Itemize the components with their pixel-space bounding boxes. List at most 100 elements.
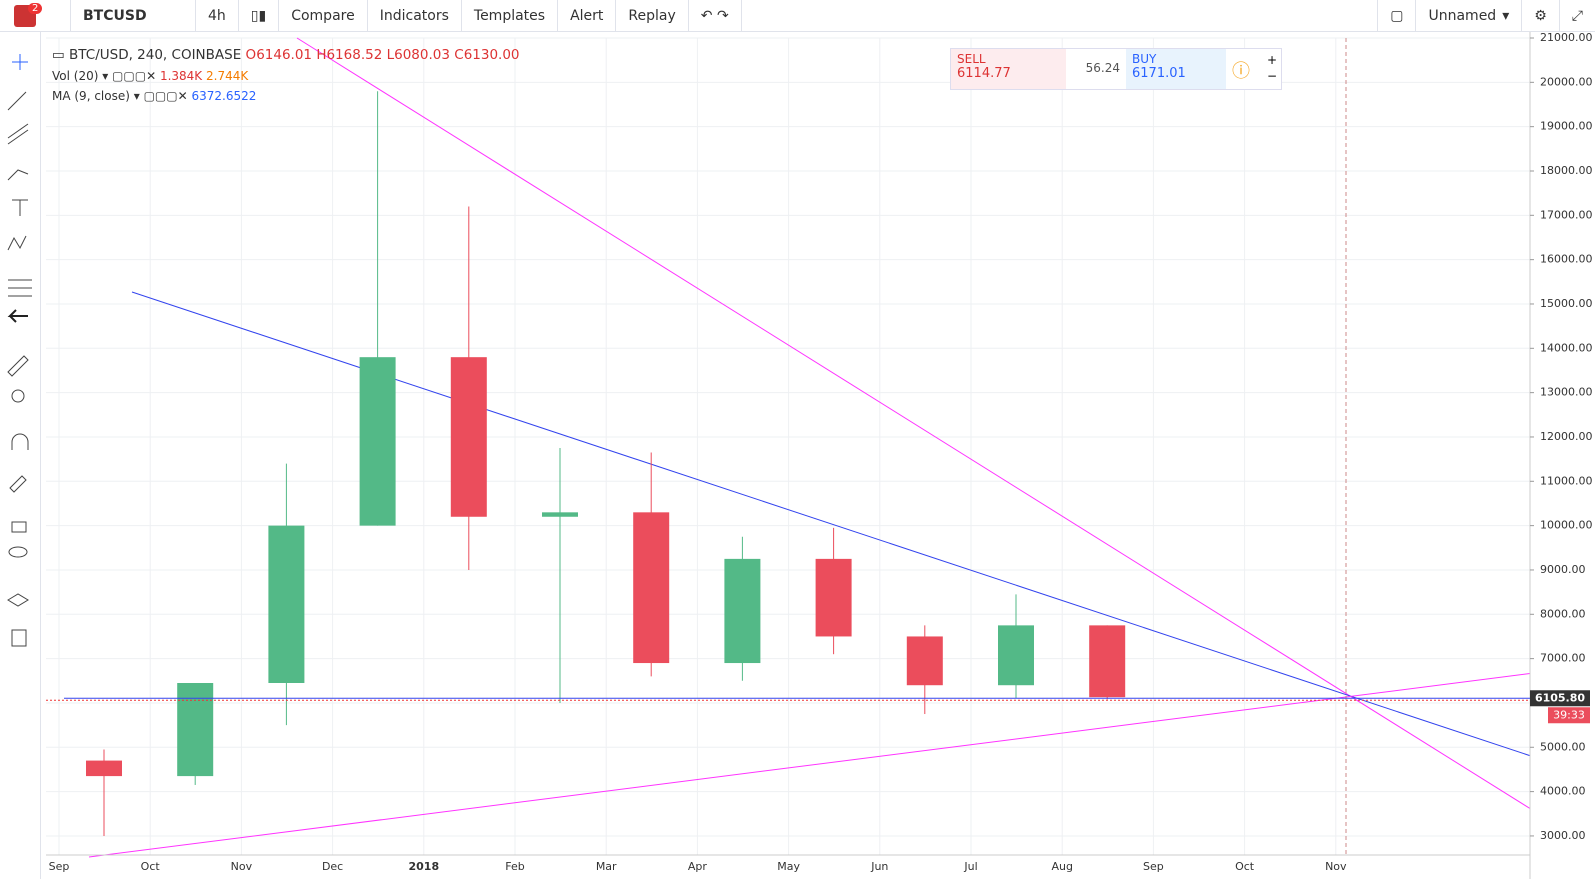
y-tick-label: 15000.00 <box>1540 297 1593 310</box>
candle-body <box>542 512 578 517</box>
sell-label: SELL <box>957 52 986 66</box>
trade-widget: SELL 6114.77 56.24 BUY 6171.01 ⓘ + − <box>950 48 1282 90</box>
alert[interactable]: Alert <box>558 0 617 32</box>
logo[interactable]: 2 <box>0 0 71 32</box>
legend-title: BTC/USD, 240, COINBASE <box>69 47 242 63</box>
y-tick-label: 20000.00 <box>1540 75 1593 88</box>
countdown-tag <box>1548 707 1590 724</box>
x-tick-label: Oct <box>1235 860 1255 873</box>
candle-body <box>998 625 1034 686</box>
trend-lines <box>88 37 1535 858</box>
vol-value: 1.384K <box>159 69 203 83</box>
chart: 3000.004000.005000.006000.007000.008000.… <box>46 32 1595 879</box>
undo[interactable]: ↶ ↷ <box>689 0 742 32</box>
candle-body <box>268 525 305 683</box>
y-tick-label: 7000.00 <box>1540 652 1586 665</box>
candle-body <box>177 683 214 777</box>
info[interactable]: ⓘ <box>1232 61 1250 82</box>
trend-line <box>131 291 1535 758</box>
legend-main: ▭ BTC/USD, 240, COINBASE O6146.01 H6168.… <box>52 47 520 63</box>
ma-label: MA (9, close) <box>52 89 130 103</box>
x-tick-label: Nov <box>231 860 253 873</box>
y-tick-label: 10000.00 <box>1540 519 1593 532</box>
zoom[interactable]: + − <box>1267 53 1278 83</box>
y-tick-label: 8000.00 <box>1540 607 1586 620</box>
y-tick-label: 14000.00 <box>1540 341 1593 354</box>
compare[interactable]: Compare <box>279 0 368 32</box>
candle-body <box>1089 625 1126 698</box>
x-tick-label: Sep <box>1143 860 1164 873</box>
candle-body <box>724 558 761 664</box>
badge: 2 <box>28 2 43 14</box>
buy-price: 6171.01 <box>1132 66 1186 81</box>
templates[interactable]: Templates <box>462 0 559 32</box>
x-tick-label: Jul <box>963 860 977 873</box>
x-tick-label: Mar <box>596 860 617 873</box>
candle-body <box>86 760 122 777</box>
price-axis <box>1530 32 1595 879</box>
y-tick-label: 3000.00 <box>1540 829 1586 842</box>
compare-label: Compare <box>291 7 355 24</box>
symbol[interactable]: BTCUSD <box>71 0 196 32</box>
sell-button[interactable]: SELL 6114.77 <box>951 49 1066 89</box>
replay[interactable]: Replay <box>616 0 689 32</box>
x-tick-label: Dec <box>322 860 343 873</box>
y-tick-label: 4000.00 <box>1540 785 1586 798</box>
y-tick-label: 17000.00 <box>1540 208 1593 221</box>
candle-body <box>815 558 852 637</box>
drawing-toolbar <box>0 32 41 879</box>
save-label: Unnamed <box>1428 7 1497 24</box>
candle-body <box>906 636 943 686</box>
y-tick-label: 19000.00 <box>1540 120 1593 133</box>
y-tick-label: 5000.00 <box>1540 740 1586 753</box>
buy-label: BUY <box>1132 52 1157 66</box>
x-tick-label: Apr <box>688 860 708 873</box>
legend-close: 6130.00 <box>463 47 520 63</box>
x-tick-label: Sep <box>49 860 70 873</box>
vol-label: Vol (20) <box>52 69 99 83</box>
grid <box>46 37 1530 855</box>
legend-open: 6146.01 <box>256 47 313 63</box>
ma-value: 6372.6522 <box>191 89 257 103</box>
y-tick-label: 11000.00 <box>1540 474 1593 487</box>
save[interactable]: Unnamed ▾ <box>1416 0 1523 32</box>
y-tick-label: 21000.00 <box>1540 32 1593 44</box>
legend-high: 6168.52 <box>326 47 383 63</box>
x-tick-label: Nov <box>1325 860 1347 873</box>
trend-line <box>88 672 1535 858</box>
buy-button[interactable]: BUY 6171.01 <box>1126 49 1226 89</box>
fullscreen[interactable]: ⤢ <box>1571 7 1583 24</box>
settings[interactable]: ⚙ <box>1522 0 1560 32</box>
legend-ma: MA (9, close) ▾ ▢▢▢✕ 6372.6522 <box>52 89 257 103</box>
interval[interactable]: 4h <box>196 0 239 32</box>
indicators[interactable]: Indicators <box>368 0 462 32</box>
alert-label: Alert <box>570 7 604 24</box>
y-tick-label: 18000.00 <box>1540 164 1593 177</box>
candle-body <box>450 357 487 517</box>
x-tick-label: Feb <box>505 860 524 873</box>
x-tick-label: 2018 <box>408 860 439 873</box>
x-tick-label: Aug <box>1051 860 1072 873</box>
x-tick-label: May <box>777 860 800 873</box>
templates-label: Templates <box>473 7 546 24</box>
legend-low: 6080.03 <box>394 47 450 63</box>
sell-price: 6114.77 <box>957 66 1011 81</box>
legend-vol: Vol (20) ▾ ▢▢▢✕ 1.384K 2.744K <box>52 69 249 83</box>
top-toolbar: 2 BTCUSD 4h ▯▮ Compare Indicators Templa… <box>0 0 1595 32</box>
last-price-tag <box>1530 690 1590 707</box>
layout[interactable]: ▢ <box>1377 0 1417 32</box>
y-tick-label: 13000.00 <box>1540 386 1593 399</box>
candle-body <box>633 512 670 664</box>
replay-label: Replay <box>628 7 676 24</box>
x-tick-label: Oct <box>141 860 161 873</box>
spread: 56.24 <box>1085 61 1120 75</box>
vol-ma: 2.744K <box>206 69 249 83</box>
tool-icons <box>7 54 32 647</box>
chart-type[interactable]: ▯▮ <box>239 0 280 32</box>
last-price-label: 6105.80 <box>1535 691 1585 704</box>
candle-body <box>359 357 396 526</box>
x-tick-label: Jun <box>870 860 888 873</box>
countdown-label: 39:33 <box>1553 708 1585 721</box>
indicators-label: Indicators <box>379 7 449 24</box>
